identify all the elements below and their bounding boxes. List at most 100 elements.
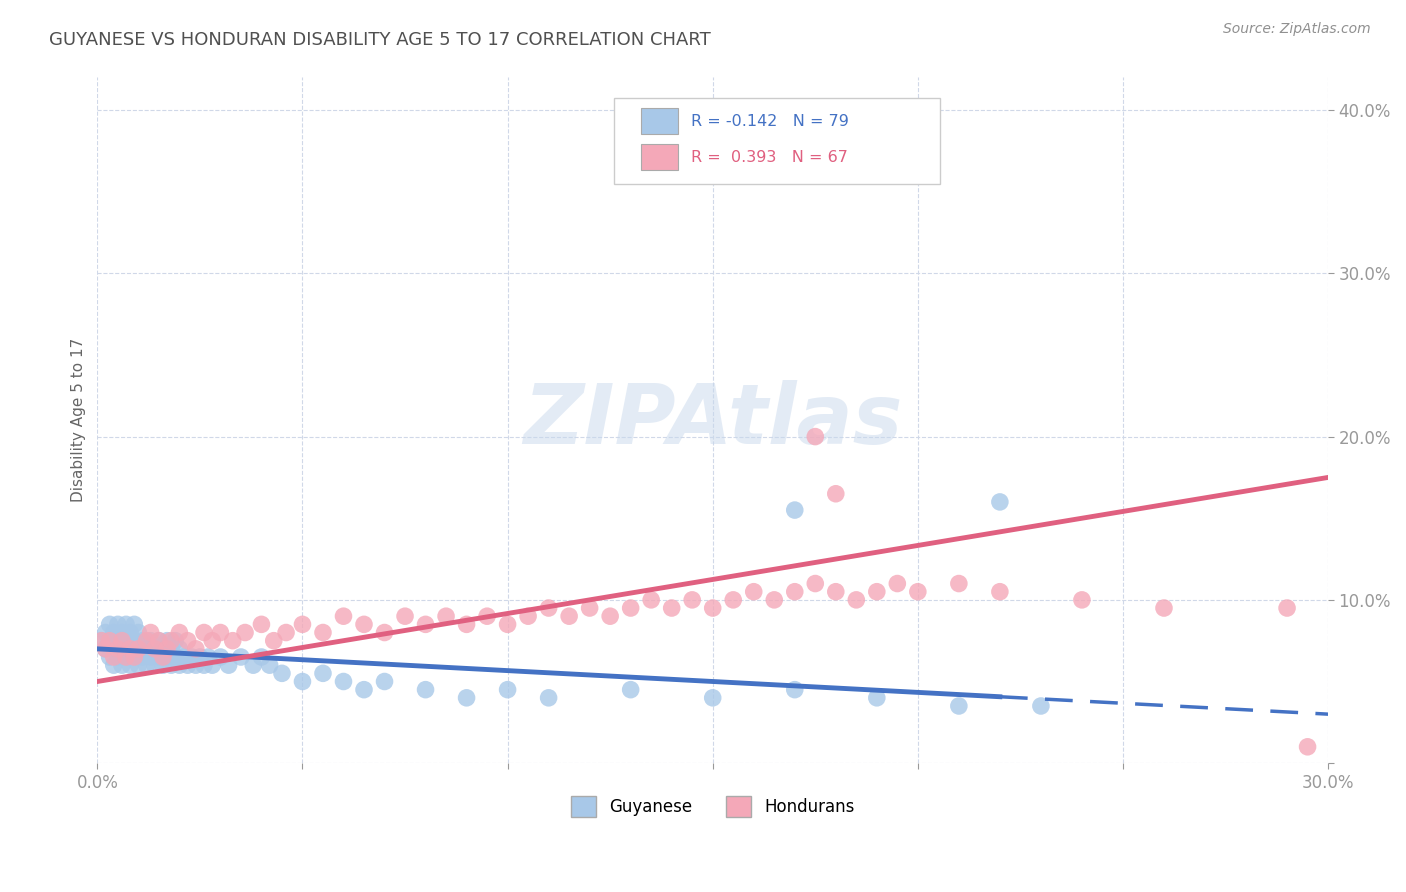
- Point: [804, 429, 827, 443]
- Point: [143, 658, 166, 673]
- Point: [115, 633, 138, 648]
- Point: [127, 625, 149, 640]
- Point: [94, 641, 117, 656]
- Text: R =  0.393   N = 67: R = 0.393 N = 67: [690, 150, 848, 165]
- Point: [1296, 739, 1319, 754]
- Point: [165, 650, 187, 665]
- Point: [152, 650, 174, 665]
- Point: [193, 658, 215, 673]
- Point: [143, 641, 166, 656]
- Point: [291, 674, 314, 689]
- Point: [188, 650, 211, 665]
- Point: [98, 633, 121, 648]
- Point: [90, 633, 112, 648]
- Point: [184, 641, 207, 656]
- Point: [209, 650, 232, 665]
- Point: [103, 625, 125, 640]
- Point: [124, 650, 146, 665]
- Point: [173, 650, 195, 665]
- Point: [434, 609, 457, 624]
- Point: [233, 625, 256, 640]
- Point: [456, 617, 478, 632]
- Point: [90, 633, 112, 648]
- Point: [496, 617, 519, 632]
- Point: [824, 487, 846, 501]
- Text: Source: ZipAtlas.com: Source: ZipAtlas.com: [1223, 22, 1371, 37]
- Point: [222, 633, 245, 648]
- Point: [332, 609, 354, 624]
- Point: [988, 584, 1011, 599]
- Point: [127, 658, 149, 673]
- Point: [103, 658, 125, 673]
- Point: [124, 650, 146, 665]
- Point: [139, 650, 162, 665]
- Point: [103, 641, 125, 656]
- Point: [1029, 698, 1052, 713]
- Point: [948, 698, 970, 713]
- Point: [353, 617, 375, 632]
- Point: [824, 584, 846, 599]
- Point: [201, 658, 224, 673]
- Point: [148, 633, 170, 648]
- Point: [111, 625, 134, 640]
- Point: [578, 601, 600, 615]
- Point: [160, 633, 183, 648]
- Point: [176, 633, 198, 648]
- Point: [111, 641, 134, 656]
- Point: [120, 641, 142, 656]
- Point: [111, 633, 134, 648]
- Point: [742, 584, 765, 599]
- Point: [620, 601, 643, 615]
- Point: [148, 633, 170, 648]
- Point: [107, 633, 129, 648]
- Point: [783, 584, 806, 599]
- Point: [193, 625, 215, 640]
- Point: [165, 633, 187, 648]
- Point: [948, 576, 970, 591]
- Point: [169, 625, 191, 640]
- Point: [135, 633, 157, 648]
- Point: [250, 617, 273, 632]
- Point: [845, 592, 868, 607]
- Y-axis label: Disability Age 5 to 17: Disability Age 5 to 17: [72, 338, 86, 502]
- Point: [866, 584, 889, 599]
- Point: [259, 658, 281, 673]
- Point: [229, 650, 252, 665]
- Point: [1071, 592, 1094, 607]
- Point: [263, 633, 285, 648]
- Point: [184, 658, 207, 673]
- Point: [124, 617, 146, 632]
- Point: [139, 625, 162, 640]
- Point: [139, 633, 162, 648]
- Point: [702, 690, 724, 705]
- Point: [866, 690, 889, 705]
- Point: [176, 658, 198, 673]
- Point: [169, 658, 191, 673]
- Point: [537, 601, 560, 615]
- Point: [120, 625, 142, 640]
- Point: [98, 633, 121, 648]
- Point: [558, 609, 581, 624]
- Point: [291, 617, 314, 632]
- Text: GUYANESE VS HONDURAN DISABILITY AGE 5 TO 17 CORRELATION CHART: GUYANESE VS HONDURAN DISABILITY AGE 5 TO…: [49, 31, 711, 49]
- Point: [681, 592, 703, 607]
- Point: [804, 576, 827, 591]
- Point: [201, 633, 224, 648]
- Point: [415, 682, 437, 697]
- Point: [475, 609, 498, 624]
- Point: [250, 650, 273, 665]
- Point: [103, 650, 125, 665]
- Point: [160, 641, 183, 656]
- Point: [763, 592, 786, 607]
- Point: [1153, 601, 1175, 615]
- Point: [94, 641, 117, 656]
- Point: [143, 641, 166, 656]
- Point: [120, 641, 142, 656]
- Point: [169, 641, 191, 656]
- Point: [156, 633, 179, 648]
- Point: [115, 617, 138, 632]
- Point: [135, 641, 157, 656]
- Point: [723, 592, 745, 607]
- Point: [988, 495, 1011, 509]
- Point: [373, 625, 395, 640]
